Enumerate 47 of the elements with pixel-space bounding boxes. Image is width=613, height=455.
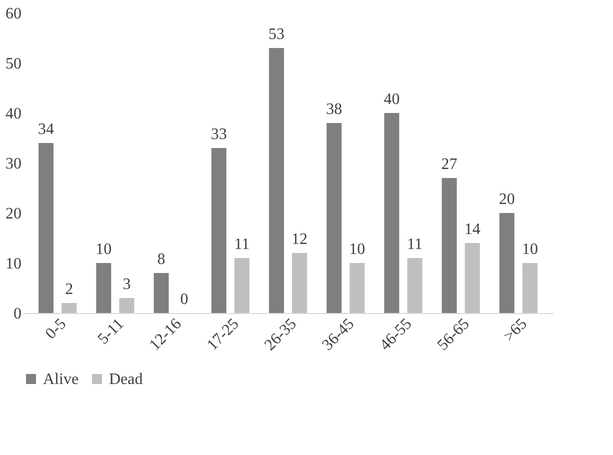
- data-label: 27: [441, 156, 458, 173]
- data-label: 12: [292, 231, 308, 248]
- y-tick-label: 30: [6, 156, 22, 172]
- data-label: 10: [349, 241, 366, 258]
- data-label: 20: [498, 191, 515, 208]
- data-label: 10: [522, 241, 538, 258]
- x-tick-label: 5-11: [94, 316, 128, 348]
- data-label: 40: [384, 91, 400, 108]
- y-tick-label: 0: [14, 306, 22, 322]
- data-label: 33: [210, 126, 227, 143]
- bar: [464, 243, 480, 313]
- bar: [234, 258, 250, 313]
- y-tick-label: 60: [6, 6, 22, 22]
- bar: [268, 48, 284, 313]
- legend-label: Dead: [109, 371, 143, 388]
- bar: [350, 263, 365, 313]
- y-tick-label: 40: [6, 106, 22, 122]
- bar: [384, 113, 400, 313]
- bar: [292, 253, 308, 313]
- data-label: 38: [326, 101, 342, 118]
- bar: [326, 123, 342, 313]
- legend-label: Alive: [43, 371, 79, 388]
- bar: [119, 298, 134, 313]
- bar: [499, 213, 514, 313]
- data-label: 53: [268, 26, 284, 43]
- data-label: 11: [407, 236, 422, 253]
- bar: [96, 263, 112, 313]
- y-tick-label: 10: [6, 256, 22, 272]
- bar: [154, 273, 169, 313]
- bar: [62, 303, 77, 313]
- bar: [407, 258, 422, 313]
- x-tick-label: 0-5: [42, 316, 70, 343]
- data-label: 10: [96, 241, 112, 258]
- data-label: 34: [38, 121, 54, 138]
- bar: [442, 178, 457, 313]
- data-label: 3: [122, 276, 131, 293]
- data-label: 2: [65, 281, 74, 298]
- data-label: 11: [234, 236, 250, 253]
- bar: [38, 143, 54, 313]
- data-label: 8: [157, 251, 166, 268]
- data-label: 14: [464, 221, 480, 238]
- y-tick-label: 20: [6, 206, 22, 222]
- y-tick-label: 50: [6, 56, 22, 72]
- x-tick-label: >65: [500, 316, 530, 346]
- data-label: 0: [180, 291, 188, 308]
- bar: [522, 263, 538, 313]
- bar: [211, 148, 226, 313]
